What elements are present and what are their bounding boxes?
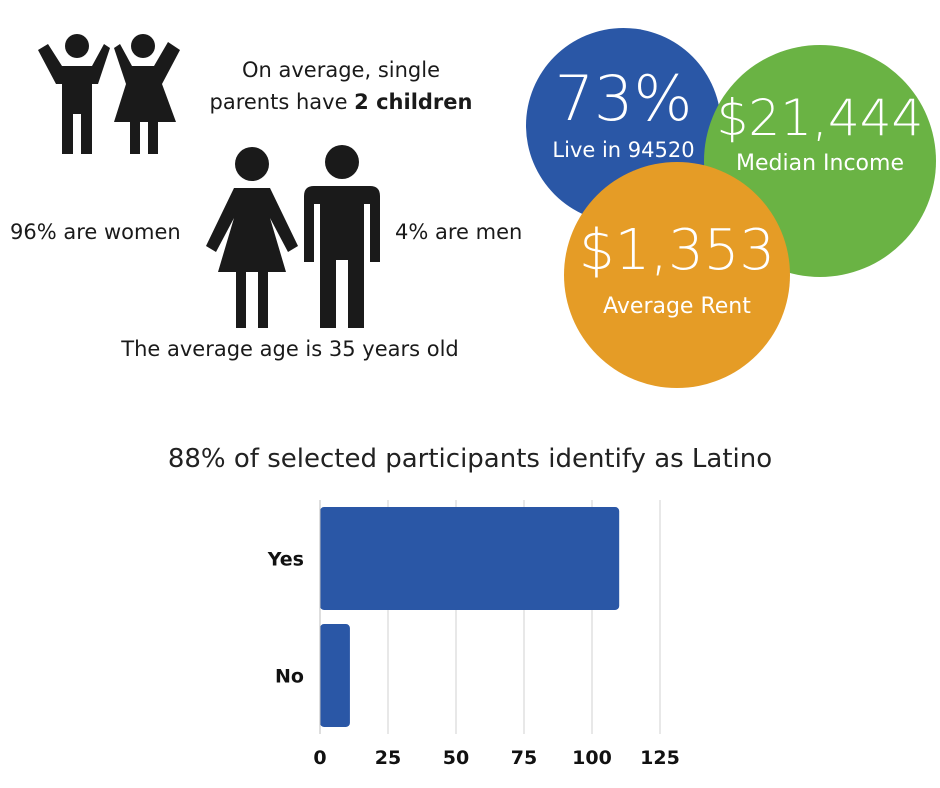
category-label-yes: Yes <box>267 549 304 571</box>
average-rent-value: $1,353 <box>579 218 775 283</box>
children-caption: On average, single parents have 2 childr… <box>196 54 486 118</box>
x-tick-label-75: 75 <box>511 747 537 769</box>
x-tick-label-50: 50 <box>443 747 469 769</box>
median-income-label: Median Income <box>736 151 904 176</box>
average-rent-label: Average Rent <box>603 294 751 319</box>
woman-icon <box>204 146 300 330</box>
children-caption-line2: parents have 2 children <box>196 86 486 118</box>
x-tick-label-100: 100 <box>572 747 612 769</box>
children-caption-line1: On average, single <box>241 58 440 82</box>
chart-title: 88% of selected participants identify as… <box>167 444 773 474</box>
median-income-value: $21,444 <box>716 89 924 147</box>
children-caption-prefix: parents have <box>209 90 355 114</box>
children-count: 2 children <box>354 90 473 114</box>
women-percentage-text: 96% are women <box>10 220 181 244</box>
man-icon <box>302 144 382 330</box>
average-rent-bubble: $1,353 Average Rent <box>564 162 790 388</box>
average-age-text: The average age is 35 years old <box>121 337 459 361</box>
children-icon <box>30 30 190 158</box>
category-label-no: No <box>275 666 304 688</box>
x-tick-label-25: 25 <box>375 747 401 769</box>
live-label: Live in 94520 <box>552 138 695 162</box>
bar-no <box>320 624 350 727</box>
men-percentage-text: 4% are men <box>395 220 523 244</box>
x-tick-label-0: 0 <box>313 747 326 769</box>
live-percentage-value: 73% <box>554 62 693 135</box>
bar-yes <box>320 507 620 610</box>
x-tick-label-125: 125 <box>640 747 680 769</box>
